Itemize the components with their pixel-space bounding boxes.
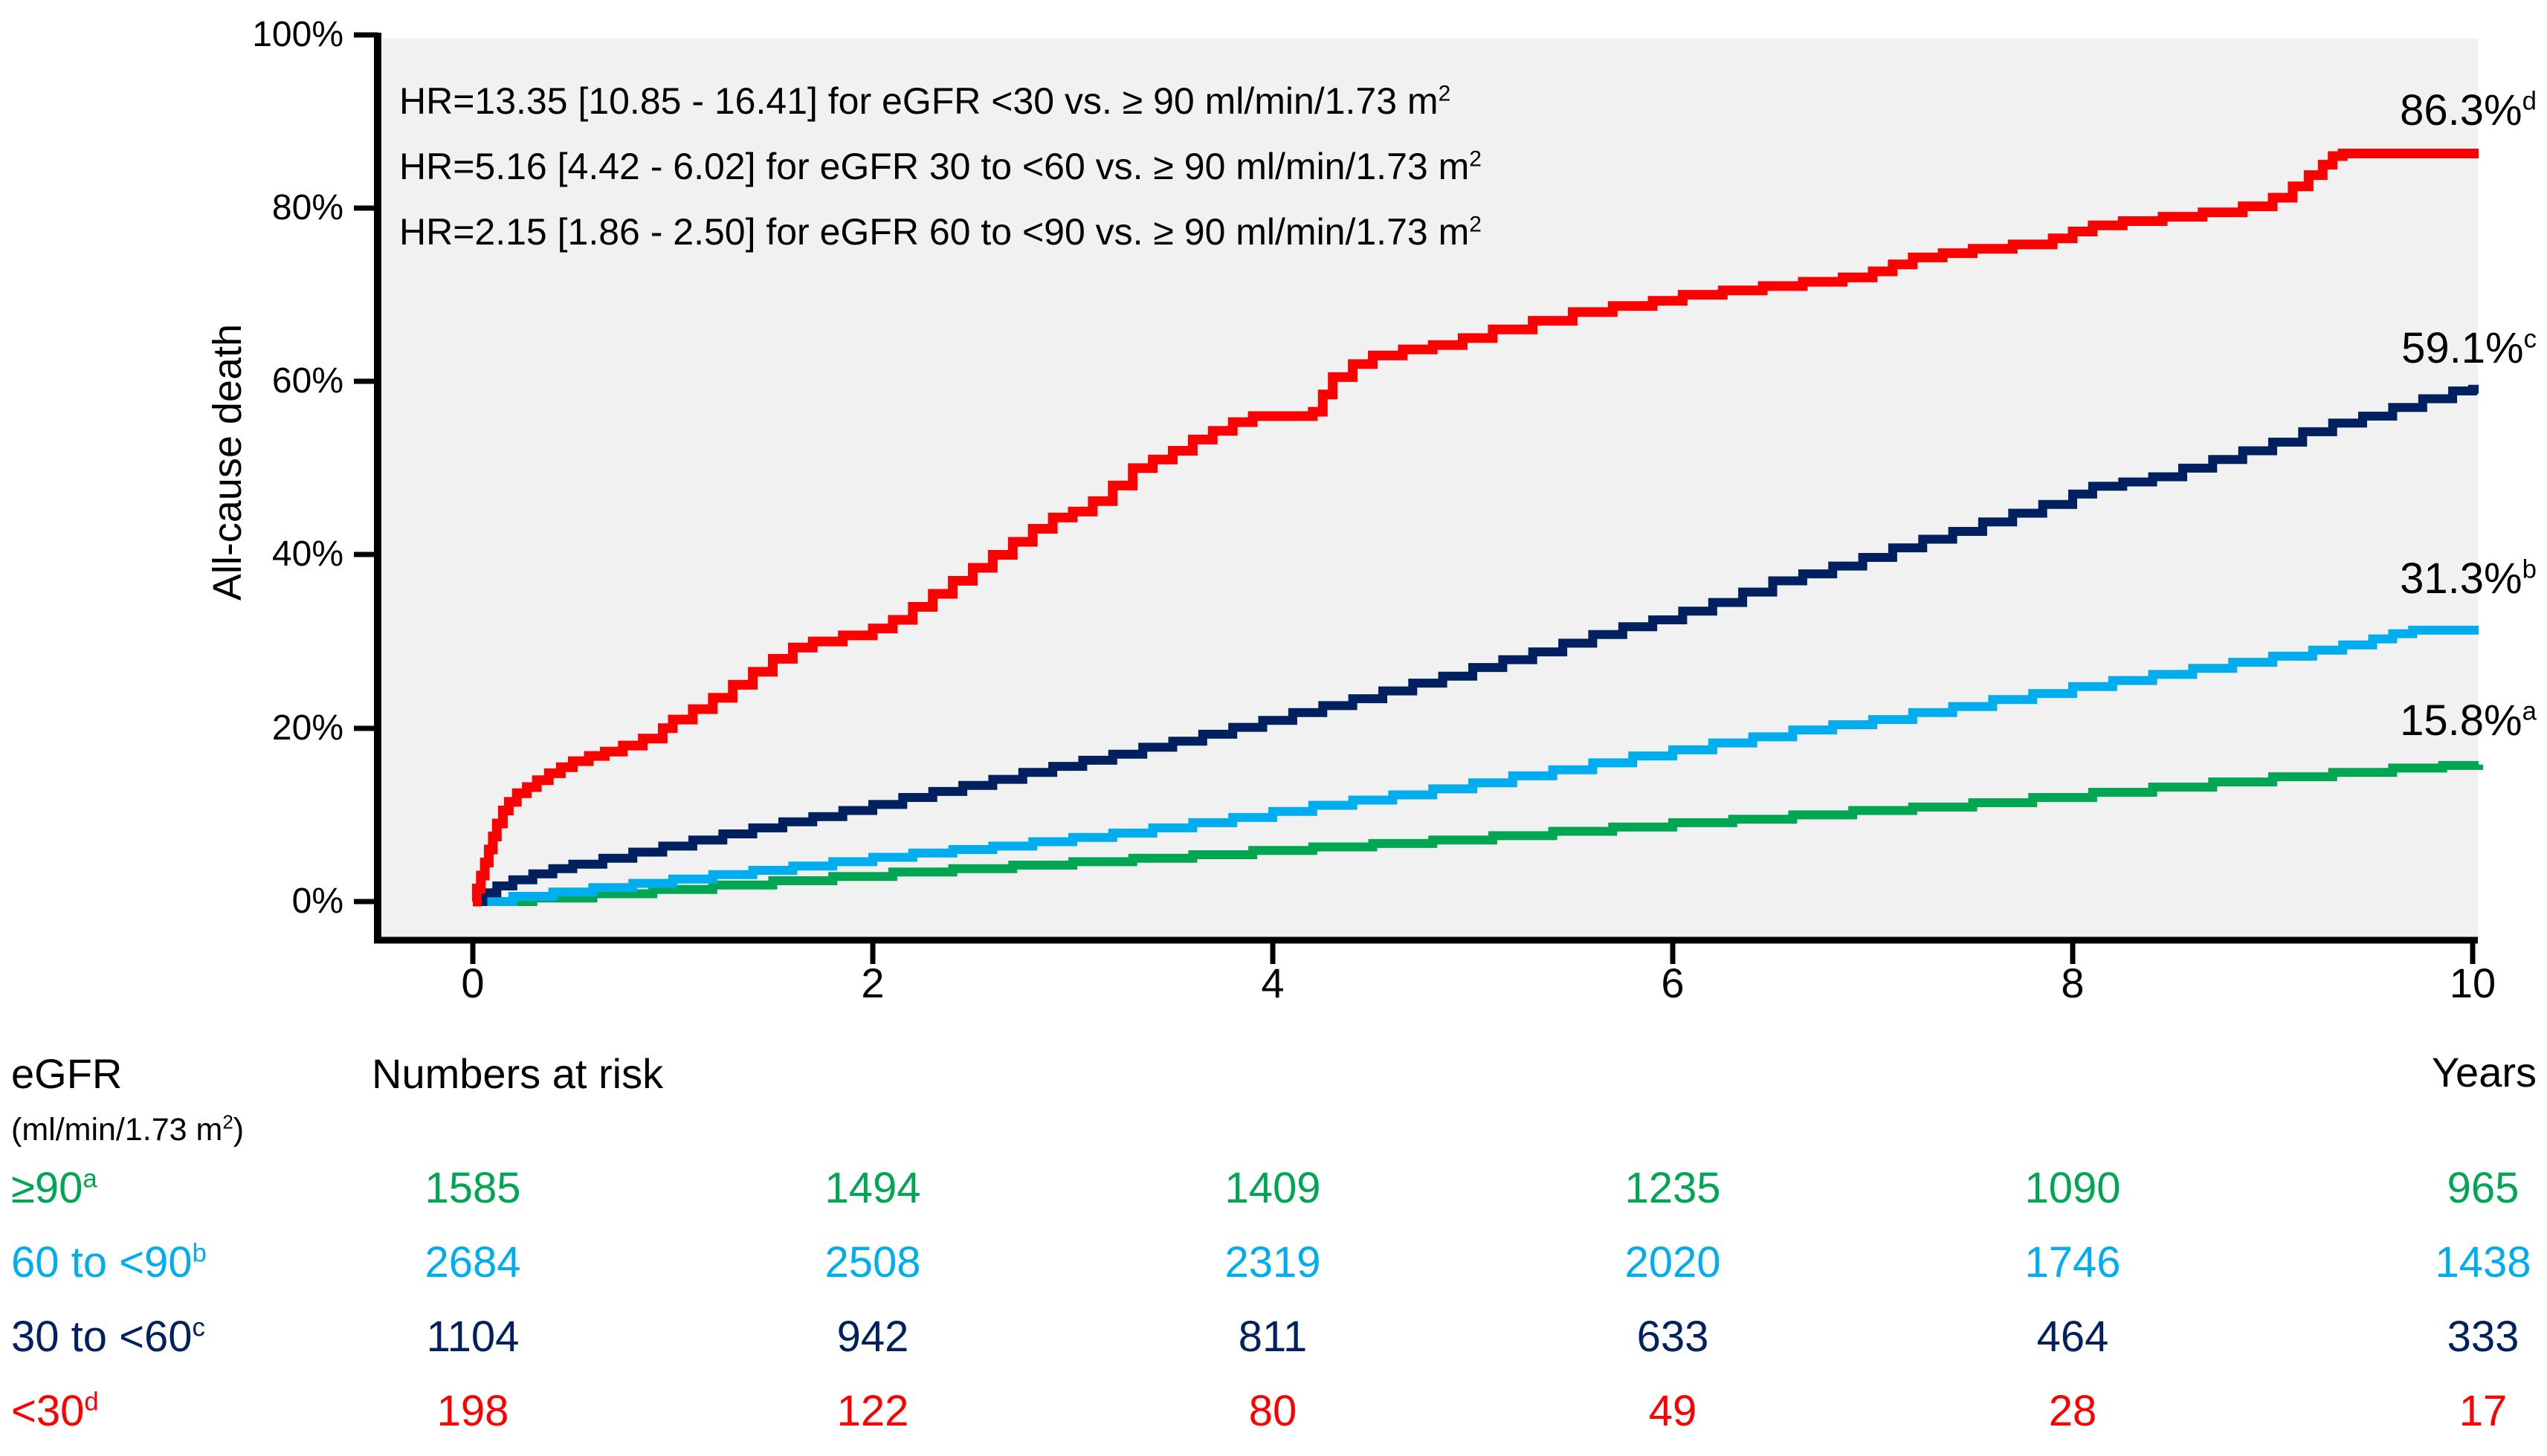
end-label-30-60: 59.1%c: [2091, 324, 2537, 373]
risk-count: 811: [1238, 1313, 1308, 1361]
risk-count: 2020: [1624, 1238, 1721, 1287]
risk-count: 2684: [424, 1238, 521, 1287]
risk-count: 122: [836, 1387, 909, 1435]
risk-count: 28: [2048, 1387, 2097, 1435]
hr-annotation-sup: 2: [1469, 212, 1482, 237]
risk-count: 1409: [1224, 1164, 1321, 1212]
end-label-value: 59.1%: [2401, 324, 2524, 372]
risk-count: 1104: [426, 1313, 520, 1361]
risk-row-label-sup: b: [192, 1238, 207, 1268]
y-tick-label-0: 0%: [291, 881, 343, 921]
risk-table-egfr-label: eGFR: [11, 1050, 123, 1097]
curve-egfr-ge90: [473, 760, 2484, 906]
end-label-sup: c: [2523, 324, 2537, 354]
hr-annotation-30-60: HR=5.16 [4.42 - 6.02] for eGFR 30 to <60…: [399, 144, 1482, 189]
risk-count: 17: [2459, 1387, 2508, 1435]
risk-count: 80: [1248, 1387, 1297, 1435]
curve-egfr-60-to-90: [473, 625, 2479, 906]
risk-row-lt30: <30d 198 122 80 49 28 17: [0, 1387, 2547, 1436]
hr-annotation-text: HR=13.35 [10.85 - 16.41] for eGFR <30 vs…: [399, 80, 1439, 122]
risk-count: 1235: [1624, 1164, 1721, 1212]
x-tick-marks: [470, 940, 2476, 964]
risk-count: 1438: [2435, 1238, 2531, 1287]
y-tick-label-60: 60%: [271, 361, 343, 401]
risk-row-30-60: 30 to <60c 1104 942 811 633 464 333: [0, 1313, 2547, 1362]
end-label-value: 31.3%: [2400, 554, 2522, 603]
x-tick-label-6: 6: [1661, 960, 1685, 1006]
risk-row-label: 30 to <60c: [11, 1313, 205, 1362]
x-tick-label-0: 0: [461, 960, 485, 1006]
risk-row-label-sup: d: [84, 1387, 99, 1417]
risk-count: 633: [1636, 1313, 1709, 1361]
risk-row-label: ≥90a: [11, 1164, 97, 1213]
egfr-unit-prefix: (ml/min/1.73 m: [11, 1112, 223, 1148]
end-label-60-90: 31.3%b: [2091, 554, 2537, 604]
risk-count: 1746: [2024, 1238, 2121, 1287]
risk-count: 333: [2447, 1313, 2519, 1361]
end-label-sup: d: [2522, 86, 2537, 116]
end-label-value: 15.8%: [2400, 696, 2522, 745]
end-label-value: 86.3%: [2400, 86, 2522, 135]
risk-row-label: 60 to <90b: [11, 1238, 207, 1287]
risk-table-title: Numbers at risk: [372, 1050, 664, 1097]
risk-row-ge90: ≥90a 1585 1494 1409 1235 1090 965: [0, 1164, 2547, 1213]
x-tick-label-10: 10: [2449, 960, 2496, 1006]
risk-row-label-sup: a: [83, 1164, 97, 1194]
hr-annotation-lt30: HR=13.35 [10.85 - 16.41] for eGFR <30 vs…: [399, 79, 1450, 123]
x-tick-label-4: 4: [1261, 960, 1285, 1006]
risk-row-label-text: 30 to <60: [11, 1313, 193, 1361]
risk-count: 49: [1648, 1387, 1697, 1435]
end-label-sup: a: [2522, 696, 2537, 726]
hr-annotation-60-90: HR=2.15 [1.86 - 2.50] for eGFR 60 to <90…: [399, 210, 1482, 254]
y-tick-label-20: 20%: [271, 708, 343, 748]
hr-annotation-sup: 2: [1469, 146, 1482, 172]
x-axis-title: Years: [2431, 1049, 2537, 1096]
risk-row-label-text: 60 to <90: [11, 1238, 193, 1287]
risk-count: 2319: [1224, 1238, 1321, 1287]
risk-count: 2508: [824, 1238, 921, 1287]
curve-egfr-30-to-60: [473, 384, 2479, 906]
risk-row-label-text: ≥90: [11, 1164, 83, 1212]
risk-row-label: <30d: [11, 1387, 99, 1436]
risk-count: 198: [436, 1387, 509, 1435]
curve-egfr-lt30: [471, 149, 2479, 907]
hr-annotation-sup: 2: [1438, 81, 1451, 106]
risk-row-label-text: <30: [11, 1387, 85, 1435]
hr-annotation-text: HR=2.15 [1.86 - 2.50] for eGFR 60 to <90…: [399, 211, 1470, 253]
egfr-unit-sup: 2: [222, 1112, 233, 1133]
risk-count: 1585: [424, 1164, 521, 1212]
risk-row-60-90: 60 to <90b 2684 2508 2319 2020 1746 1438: [0, 1238, 2547, 1287]
egfr-unit-suffix: ): [233, 1112, 245, 1148]
risk-count: 1090: [2024, 1164, 2121, 1212]
risk-table-egfr-unit: (ml/min/1.73 m2): [11, 1112, 244, 1148]
risk-count: 464: [2036, 1313, 2109, 1361]
risk-row-label-sup: c: [192, 1313, 205, 1342]
risk-count: 942: [836, 1313, 909, 1361]
x-tick-label-2: 2: [861, 960, 885, 1006]
x-tick-label-8: 8: [2061, 960, 2085, 1006]
y-tick-label-100: 100%: [252, 15, 343, 54]
end-label-lt30: 86.3%d: [2091, 86, 2537, 135]
risk-count: 965: [2447, 1164, 2519, 1212]
y-tick-label-80: 80%: [271, 188, 343, 227]
end-label-ge90: 15.8%a: [2091, 696, 2537, 745]
hr-annotation-text: HR=5.16 [4.42 - 6.02] for eGFR 30 to <60…: [399, 146, 1470, 187]
y-tick-marks: [354, 32, 378, 905]
risk-count: 1494: [824, 1164, 921, 1212]
y-tick-label-40: 40%: [271, 534, 343, 574]
end-label-sup: b: [2522, 554, 2537, 584]
